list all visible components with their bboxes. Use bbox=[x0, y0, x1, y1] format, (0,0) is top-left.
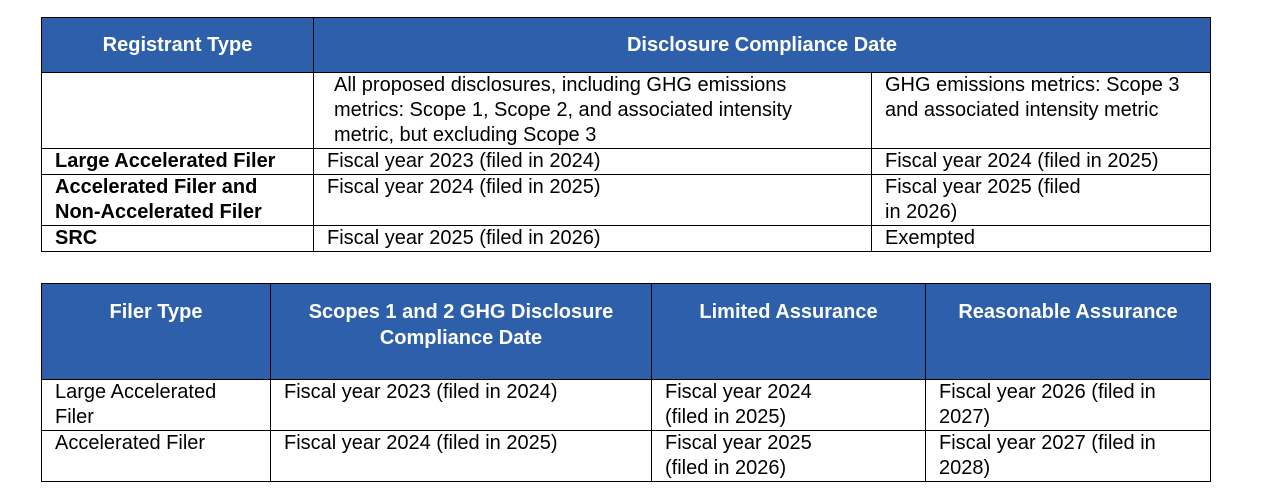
table-cell: Exempted bbox=[871, 225, 1211, 252]
table1-header-row: Registrant Type Disclosure Compliance Da… bbox=[41, 17, 1211, 73]
table-row: Accelerated Filer and Non-Accelerated Fi… bbox=[41, 174, 1211, 226]
subheader-scope3: GHG emissions metrics: Scope 3 and assoc… bbox=[871, 72, 1211, 149]
disclosure-compliance-date-header: Disclosure Compliance Date bbox=[313, 17, 1211, 73]
limited-assurance-header: Limited Assurance bbox=[651, 283, 926, 380]
row-label: Large Accelerated Filer bbox=[41, 148, 314, 175]
table-cell: Fiscal year 2023 (filed in 2024) bbox=[270, 379, 652, 431]
row-label: Large Accelerated Filer bbox=[41, 379, 271, 431]
reasonable-assurance-header: Reasonable Assurance bbox=[925, 283, 1211, 380]
table-cell: Fiscal year 2025 (filed in 2026) bbox=[651, 430, 926, 482]
table1-subheader-row: All proposed disclosures, including GHG … bbox=[41, 72, 1211, 149]
table-row: SRC Fiscal year 2025 (filed in 2026) Exe… bbox=[41, 225, 1211, 252]
assurance-compliance-table: Filer Type Scopes 1 and 2 GHG Disclosure… bbox=[41, 283, 1211, 482]
table-row: Large Accelerated Filer Fiscal year 2023… bbox=[41, 379, 1211, 431]
table-cell: Fiscal year 2024 (filed in 2025) bbox=[313, 174, 872, 226]
table-cell: Fiscal year 2025 (filed in 2026) bbox=[313, 225, 872, 252]
table-cell: Fiscal year 2024 (filed in 2025) bbox=[270, 430, 652, 482]
registrant-compliance-table: Registrant Type Disclosure Compliance Da… bbox=[41, 17, 1211, 252]
filer-type-header: Filer Type bbox=[41, 283, 271, 380]
row-label: Accelerated Filer and Non-Accelerated Fi… bbox=[41, 174, 314, 226]
registrant-type-header: Registrant Type bbox=[41, 17, 314, 73]
table-row: Accelerated Filer Fiscal year 2024 (file… bbox=[41, 430, 1211, 482]
table-cell: Fiscal year 2023 (filed in 2024) bbox=[313, 148, 872, 175]
table-cell: Fiscal year 2024 (filed in 2025) bbox=[871, 148, 1211, 175]
row-label: Accelerated Filer bbox=[41, 430, 271, 482]
scopes-date-header: Scopes 1 and 2 GHG Disclosure Compliance… bbox=[270, 283, 652, 380]
row-label: SRC bbox=[41, 225, 314, 252]
table-cell: Fiscal year 2025 (filed in 2026) bbox=[871, 174, 1211, 226]
table-cell: Fiscal year 2026 (filed in 2027) bbox=[925, 379, 1211, 431]
table-cell: Fiscal year 2024 (filed in 2025) bbox=[651, 379, 926, 431]
subheader-all-proposed: All proposed disclosures, including GHG … bbox=[313, 72, 872, 149]
empty-cell bbox=[41, 72, 314, 149]
table-row: Large Accelerated Filer Fiscal year 2023… bbox=[41, 148, 1211, 175]
table2-header-row: Filer Type Scopes 1 and 2 GHG Disclosure… bbox=[41, 283, 1211, 380]
table-cell: Fiscal year 2027 (filed in 2028) bbox=[925, 430, 1211, 482]
